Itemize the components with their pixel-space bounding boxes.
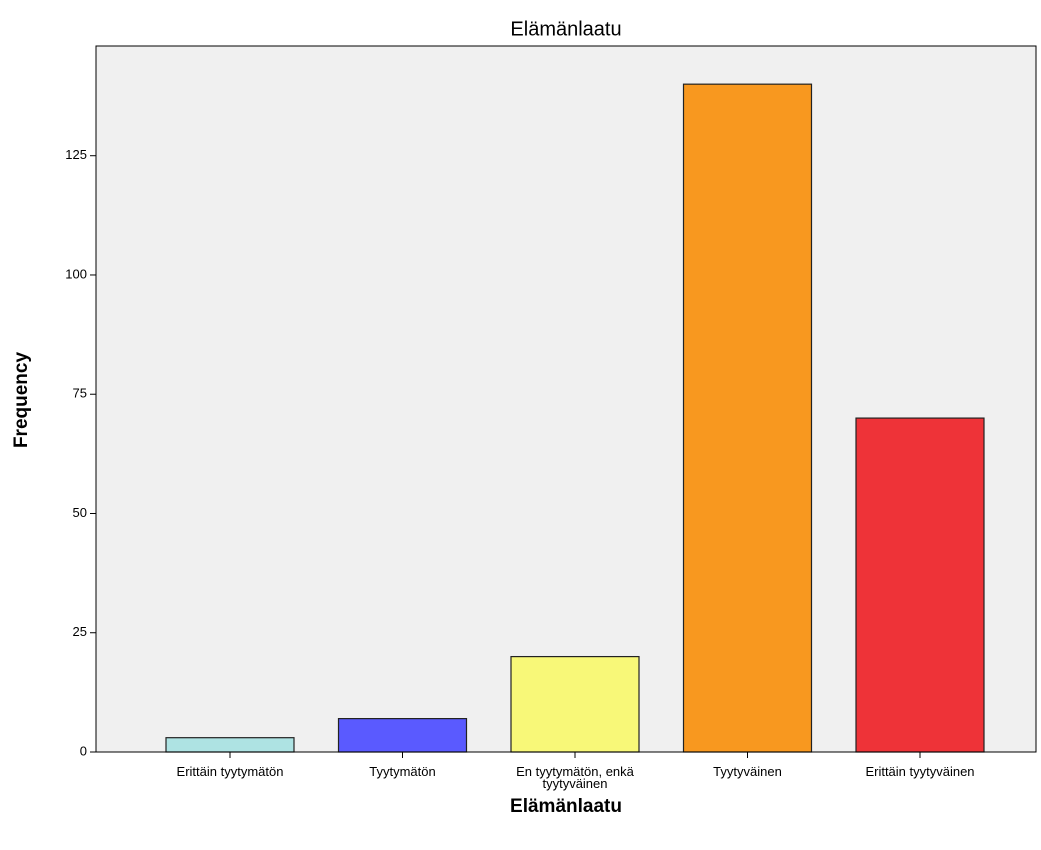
- x-tick-label: Tyytyväinen: [713, 764, 782, 779]
- y-tick-label: 50: [73, 505, 87, 520]
- chart-title: Elämänlaatu: [510, 18, 621, 40]
- y-tick-label: 0: [80, 743, 87, 758]
- x-tick-label: Tyytymätön: [369, 764, 436, 779]
- x-tick-label: Erittäin tyytyväinen: [865, 764, 975, 779]
- x-tick-label: Erittäin tyytymätön: [176, 764, 284, 779]
- x-axis-title: Elämänlaatu: [510, 796, 622, 817]
- y-tick-label: 75: [73, 386, 87, 401]
- bar: [855, 417, 985, 753]
- y-axis-title: Frequency: [11, 352, 32, 449]
- y-tick-label: 125: [65, 147, 87, 162]
- y-tick-label: 100: [65, 266, 87, 281]
- bar: [682, 83, 813, 753]
- x-tick-label: En tyytymätön, enkä tyytyväinen: [516, 764, 634, 791]
- bar: [165, 737, 295, 753]
- bar: [337, 718, 468, 753]
- y-tick-label: 25: [73, 624, 87, 639]
- bar: [510, 655, 640, 753]
